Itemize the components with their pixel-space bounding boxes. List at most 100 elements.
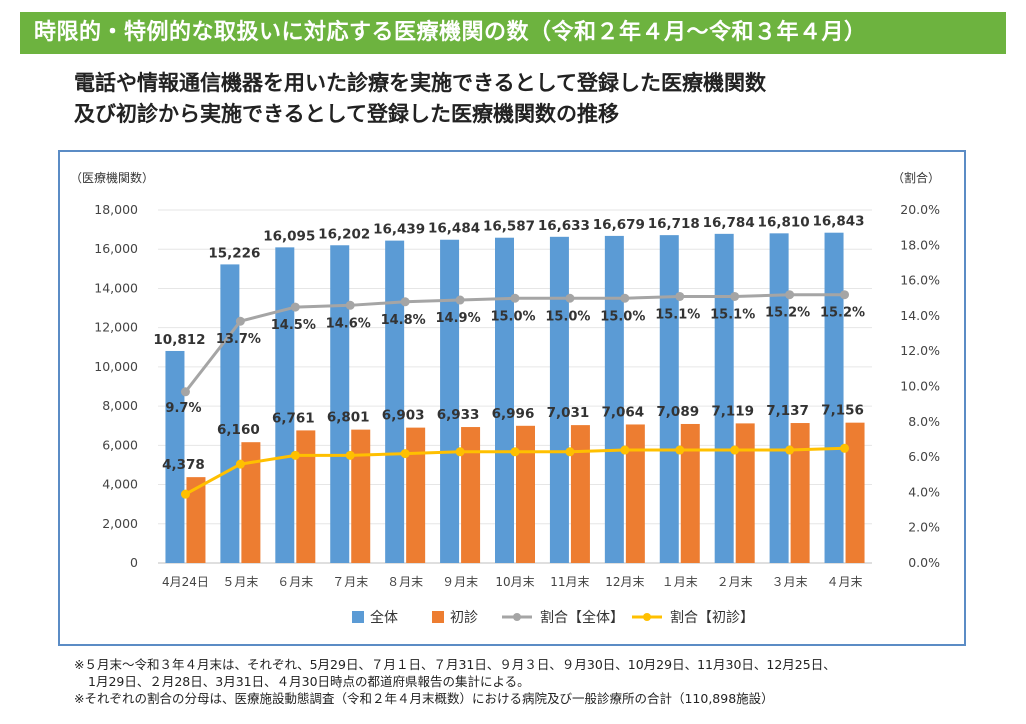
x-tick-label: ９月末: [442, 575, 478, 589]
point-ratio-total: [675, 291, 685, 301]
footnotes: ※５月末〜令和３年４月末は、それぞれ、5月29日、７月１日、７月31日、９月３日…: [74, 656, 1014, 707]
legend-label: 初診: [450, 609, 478, 626]
x-tick-label: ３月末: [772, 575, 808, 589]
y-tick-label: 0: [130, 555, 138, 570]
point-ratio-total: [510, 293, 520, 303]
data-label-first-visit: 6,801: [327, 410, 370, 426]
y-tick-label: 6,000: [102, 437, 138, 452]
chart-subtitle: 電話や情報通信機器を用いた診療を実施できるとして登録した医療機関数 及び初診から…: [74, 68, 974, 130]
y-axis-title: （医療機関数）: [70, 170, 154, 185]
point-ratio-first-visit: [235, 459, 245, 469]
bar-total: [440, 239, 460, 563]
point-ratio-total: [565, 293, 575, 303]
bar-first-visit: [516, 425, 535, 563]
bar-total: [330, 245, 350, 563]
bar-first-visit: [680, 423, 700, 563]
x-tick-label: ７月末: [332, 575, 368, 589]
x-tick-label: ５月末: [222, 575, 258, 589]
bar-total: [385, 240, 405, 563]
y2-tick-label: 10.0%: [900, 379, 940, 394]
point-ratio-first-visit: [180, 489, 190, 499]
data-label-ratio-total: 15.1%: [655, 307, 700, 322]
page-banner: 時限的・特例的な取扱いに対応する医療機関の数（令和２年４月〜令和３年４月）: [20, 12, 1006, 54]
point-ratio-total: [840, 290, 850, 300]
data-label-total: 16,679: [593, 217, 645, 233]
y2-axis-title: （割合）: [892, 170, 940, 185]
subtitle-line-1: 電話や情報通信機器を用いた診療を実施できるとして登録した医療機関数: [74, 71, 766, 95]
y2-tick-label: 8.0%: [908, 414, 940, 429]
data-label-ratio-total: 15.0%: [545, 309, 590, 324]
legend-label: 全体: [370, 609, 398, 626]
y-tick-label: 10,000: [94, 359, 138, 374]
point-ratio-first-visit: [565, 447, 575, 457]
bar-first-visit: [625, 424, 645, 563]
data-label-total: 16,202: [318, 226, 370, 242]
bar-total: [495, 237, 514, 563]
data-label-total: 16,439: [373, 222, 425, 238]
legend-swatch: [432, 611, 444, 623]
data-label-first-visit: 6,761: [272, 410, 315, 426]
data-label-total: 16,810: [758, 214, 810, 230]
data-label-ratio-total: 15.2%: [820, 306, 865, 321]
y2-tick-label: 20.0%: [900, 202, 940, 217]
point-ratio-first-visit: [675, 445, 685, 455]
bar-total: [659, 235, 679, 563]
point-ratio-total: [400, 297, 410, 307]
bar-total: [604, 235, 624, 563]
y2-tick-label: 18.0%: [900, 237, 940, 252]
data-label-first-visit: 7,031: [547, 405, 590, 421]
legend-marker: [513, 613, 521, 621]
subtitle-line-2: 及び初診から実施できるとして登録した医療機関数の推移: [74, 102, 619, 126]
bar-first-visit: [790, 423, 810, 563]
data-label-ratio-total: 14.5%: [271, 318, 316, 333]
bar-first-visit: [241, 442, 261, 563]
data-label-ratio-total: 15.2%: [765, 306, 810, 321]
y-tick-label: 4,000: [102, 477, 138, 492]
y-tick-label: 2,000: [102, 516, 138, 531]
data-label-ratio-total: 14.8%: [381, 313, 426, 328]
data-label-first-visit: 6,903: [382, 408, 425, 424]
banner-title: 時限的・特例的な取扱いに対応する医療機関の数（令和２年４月〜令和３年４月）: [34, 20, 867, 45]
x-tick-label: ４月末: [827, 575, 863, 589]
bar-first-visit: [570, 425, 590, 563]
data-label-first-visit: 6,996: [492, 406, 535, 422]
bar-first-visit: [735, 423, 755, 563]
point-ratio-total: [785, 290, 795, 300]
point-ratio-total: [620, 293, 630, 303]
data-label-total: 16,784: [703, 215, 755, 231]
data-label-total: 10,812: [153, 332, 205, 348]
y-tick-label: 12,000: [94, 320, 138, 335]
footnote-1-continued: 1月29日、２月28日、3月31日、４月30日時点の都道府県報告の集計による。: [88, 674, 530, 689]
data-label-total: 16,633: [538, 218, 590, 234]
y2-tick-label: 4.0%: [908, 484, 940, 499]
data-label-first-visit: 7,156: [821, 403, 864, 419]
bar-total: [549, 236, 569, 563]
point-ratio-first-visit: [510, 447, 520, 457]
data-label-first-visit: 7,064: [601, 404, 644, 420]
point-ratio-first-visit: [730, 445, 740, 455]
bar-first-visit: [406, 427, 426, 563]
bar-first-visit: [845, 422, 865, 563]
chart-frame: （医療機関数） （割合） 0 2,000 4,000 6,000 8,000 10,000 12…: [58, 150, 966, 646]
bar-first-visit: [186, 477, 206, 563]
point-ratio-first-visit: [345, 450, 355, 460]
x-tick-label: ６月末: [277, 575, 313, 589]
point-ratio-first-visit: [455, 447, 465, 457]
point-ratio-first-visit: [785, 445, 795, 455]
bar-first-visit: [296, 430, 316, 563]
point-ratio-first-visit: [840, 443, 850, 453]
bar-total: [275, 247, 295, 563]
data-label-ratio-total: 13.7%: [216, 332, 261, 347]
data-label-first-visit: 4,378: [162, 457, 205, 473]
y2-tick-label: 14.0%: [900, 308, 940, 323]
point-ratio-total: [180, 387, 190, 397]
point-ratio-first-visit: [290, 450, 300, 460]
y-tick-label: 18,000: [94, 202, 138, 217]
data-label-ratio-total: 9.7%: [165, 401, 201, 416]
y2-tick-label: 6.0%: [908, 449, 940, 464]
data-label-total: 15,226: [208, 245, 260, 261]
legend-marker: [643, 613, 651, 621]
y2-tick-label: 2.0%: [908, 520, 940, 535]
data-label-total: 16,718: [648, 216, 700, 232]
x-tick-label: 11月末: [550, 575, 589, 589]
